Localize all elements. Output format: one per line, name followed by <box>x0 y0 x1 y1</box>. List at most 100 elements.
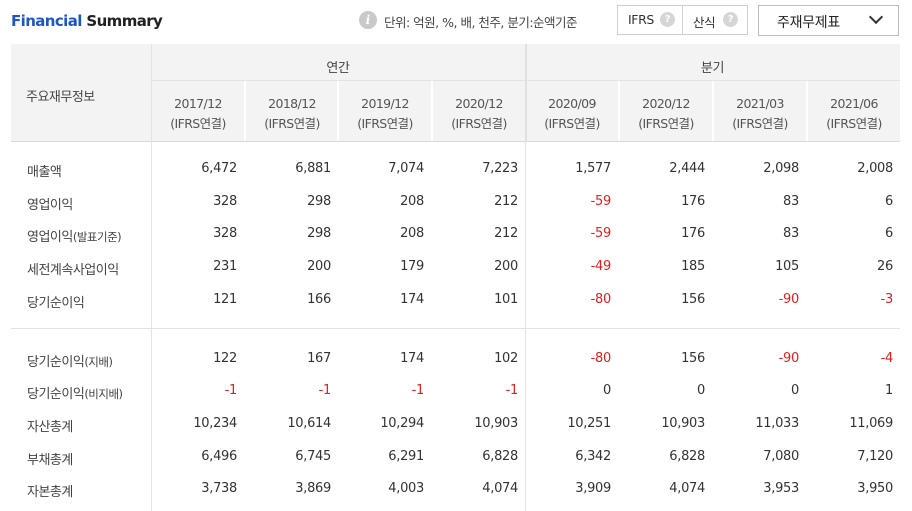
label-column-divider <box>151 44 152 328</box>
table-cell: -1 <box>318 383 332 398</box>
table-cell: 156 <box>681 351 705 366</box>
table-cell: 179 <box>400 259 424 274</box>
financial-summary-table: 주요재무정보 연간 분기 2017/12 (IFRS연결) 2018/12 (IFRS… <box>11 44 900 511</box>
row-label-sub: (비지배) <box>84 387 123 401</box>
table-cell: 3,953 <box>763 481 799 496</box>
period-basis: (IFRS연결) <box>826 116 882 131</box>
table-cell: 298 <box>307 226 331 241</box>
table-cell: 174 <box>400 351 424 366</box>
table-cell: 4,074 <box>482 481 518 496</box>
table-cell: 200 <box>494 259 518 274</box>
table-cell: 6,342 <box>575 449 611 464</box>
table-cell: 10,294 <box>380 416 424 431</box>
table-cell: 10,251 <box>567 416 611 431</box>
period-header: 2017/12 (IFRS연결) <box>151 94 245 134</box>
table-cell: 10,614 <box>287 416 331 431</box>
table-cell: 4,074 <box>669 481 705 496</box>
table-cell: 10,903 <box>661 416 705 431</box>
row-label: 자산총계 <box>27 416 73 435</box>
help-icon[interactable]: ? <box>723 12 738 27</box>
period-date: 2021/03 <box>736 96 784 111</box>
table-cell: 83 <box>783 226 799 241</box>
table-cell: 298 <box>307 194 331 209</box>
table-cell: 2,098 <box>763 161 799 176</box>
table-cell: 121 <box>213 292 237 307</box>
table-cell: 2,008 <box>857 161 893 176</box>
info-icon[interactable]: i <box>359 11 377 29</box>
page-title-part1: Financial <box>11 12 82 30</box>
row-label-main: 영업이익 <box>27 230 73 245</box>
row-label: 영업이익 <box>27 194 73 213</box>
row-label: 자본총계 <box>27 481 73 500</box>
table-cell: -3 <box>880 292 894 307</box>
row-label: 당기순이익(비지배) <box>27 383 123 402</box>
period-basis: (IFRS연결) <box>357 116 413 131</box>
table-cell: 0 <box>697 383 705 398</box>
table-cell: 208 <box>400 226 424 241</box>
period-header: 2020/12 (IFRS연결) <box>619 94 713 134</box>
table-cell: -90 <box>778 292 800 307</box>
table-cell: 6 <box>885 194 893 209</box>
table-cell: 6,472 <box>201 161 237 176</box>
table-cell: 102 <box>494 351 518 366</box>
table-cell: -59 <box>590 226 612 241</box>
table-cell: 4,003 <box>388 481 424 496</box>
annual-quarterly-divider <box>525 44 527 141</box>
table-cell: 6,291 <box>388 449 424 464</box>
period-column-divider <box>618 81 620 141</box>
period-date: 2020/09 <box>548 96 596 111</box>
period-column-divider <box>431 81 433 141</box>
summary-toolbar: Financial Summary i 단위: 억원, %, 배, 천주, 분기… <box>0 0 912 44</box>
statement-type-select[interactable]: 주재무제표 <box>758 5 899 36</box>
table-cell: 6,881 <box>295 161 331 176</box>
row-label: 매출액 <box>27 161 62 180</box>
table-cell: -59 <box>590 194 612 209</box>
row-label-main: 자산총계 <box>27 420 73 435</box>
corner-header: 주요재무정보 <box>26 90 95 105</box>
label-column-divider <box>151 328 152 511</box>
row-label: 부채총계 <box>27 449 73 468</box>
row-label-main: 세전계속사업이익 <box>27 263 119 278</box>
ifrs-toggle-button[interactable]: IFRS ? <box>618 6 683 34</box>
table-cell: 105 <box>775 259 799 274</box>
table-cell: 10,234 <box>193 416 237 431</box>
table-cell: 1,577 <box>575 161 611 176</box>
period-basis: (IFRS연결) <box>544 116 600 131</box>
table-cell: 3,950 <box>857 481 893 496</box>
table-cell: 83 <box>783 194 799 209</box>
table-cell: 212 <box>494 226 518 241</box>
table-cell: 0 <box>791 383 799 398</box>
period-basis: (IFRS연결) <box>264 116 320 131</box>
table-cell: 176 <box>681 226 705 241</box>
group-header-quarterly: 분기 <box>700 61 725 76</box>
table-cell: 185 <box>681 259 705 274</box>
period-basis: (IFRS연결) <box>732 116 788 131</box>
period-date: 2021/06 <box>830 96 878 111</box>
formula-toggle-label: 산식 <box>693 15 716 30</box>
period-column-divider <box>244 81 246 141</box>
period-column-divider <box>337 81 339 141</box>
table-cell: -1 <box>505 383 519 398</box>
row-label: 영업이익(발표기준) <box>27 226 122 245</box>
table-cell: 6 <box>885 226 893 241</box>
row-label: 당기순이익 <box>27 292 85 311</box>
table-cell: 7,120 <box>857 449 893 464</box>
period-header: 2021/03 (IFRS연결) <box>713 94 807 134</box>
table-cell: 328 <box>213 194 237 209</box>
section-divider <box>11 328 900 329</box>
table-cell: 7,074 <box>388 161 424 176</box>
period-header: 2020/09 (IFRS연결) <box>525 94 619 134</box>
table-cell: 6,496 <box>201 449 237 464</box>
ifrs-toggle-label: IFRS <box>628 12 654 27</box>
table-cell: 7,223 <box>482 161 518 176</box>
table-cell: 328 <box>213 226 237 241</box>
table-cell: 208 <box>400 194 424 209</box>
page-title: Financial Summary <box>11 12 163 30</box>
help-icon[interactable]: ? <box>660 12 675 27</box>
formula-toggle-button[interactable]: 산식 ? <box>683 6 747 34</box>
row-label-main: 자본총계 <box>27 485 73 500</box>
row-label-main: 당기순이익 <box>27 296 85 311</box>
table-cell: -1 <box>224 383 238 398</box>
basis-toggle-group: IFRS ? 산식 ? <box>617 5 748 35</box>
row-label-main: 매출액 <box>27 165 62 180</box>
